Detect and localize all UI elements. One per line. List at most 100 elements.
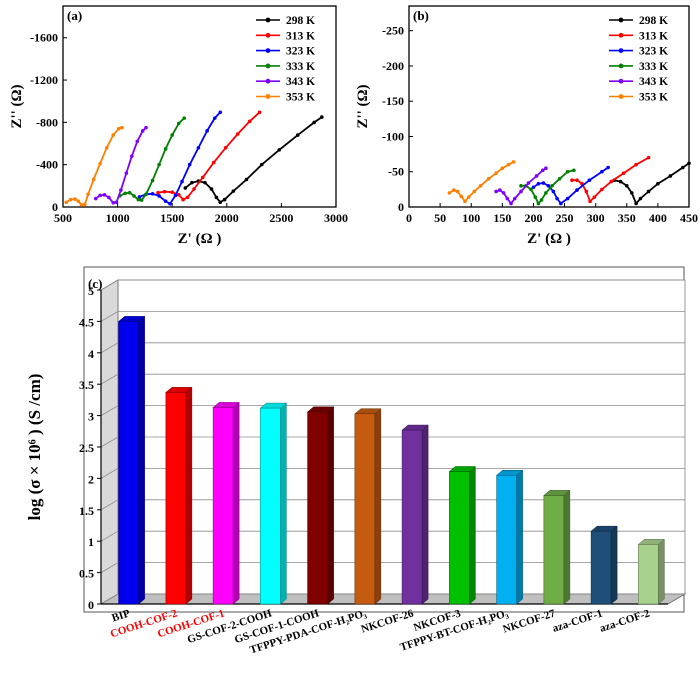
data-point xyxy=(540,168,545,173)
x-tick-label: 2500 xyxy=(269,211,293,225)
data-point xyxy=(575,178,579,182)
x-tick-label: 400 xyxy=(649,211,667,225)
data-point xyxy=(592,195,597,199)
data-point xyxy=(222,197,227,202)
x-tick-label: 350 xyxy=(618,211,636,225)
bar-front-face xyxy=(638,544,659,605)
x-tick-label: 500 xyxy=(54,211,72,225)
gridline xyxy=(100,499,685,511)
data-point xyxy=(606,165,610,170)
data-point xyxy=(505,196,510,201)
x-tick-label: 50 xyxy=(434,211,446,225)
bar-side-face xyxy=(421,424,429,605)
data-point xyxy=(181,197,185,202)
legend-label: 313 K xyxy=(286,30,315,42)
data-point xyxy=(196,145,201,150)
data-point xyxy=(180,179,184,184)
data-point xyxy=(218,110,223,115)
bar-top-face xyxy=(212,402,240,408)
x-tick-label: 3000 xyxy=(324,211,348,225)
legend-swatch-marker xyxy=(265,78,271,84)
bar-side-face xyxy=(327,406,334,605)
data-point xyxy=(86,192,90,197)
legend-swatch-marker xyxy=(618,32,624,38)
data-point xyxy=(544,191,548,195)
y-tick-label: 0.5 xyxy=(79,567,94,581)
bar-side-face xyxy=(610,525,618,605)
data-point xyxy=(123,191,128,196)
y-tick-label: 5 xyxy=(88,284,94,298)
legend-label: 343 K xyxy=(639,76,668,88)
bar-6 xyxy=(401,424,429,605)
data-point xyxy=(182,116,187,120)
x-tick-label: 2000 xyxy=(215,211,239,225)
data-point xyxy=(452,188,456,192)
x-tick-label: 100 xyxy=(462,211,480,225)
gridline xyxy=(100,467,685,479)
panel-b-impedance-plot: 0 50 100 150 200 250 300 350 400 450 0 -50 -100 -150 -… xyxy=(355,5,698,247)
bar-front-face xyxy=(212,407,234,605)
data-point xyxy=(555,196,559,201)
data-point xyxy=(519,189,523,194)
series-line xyxy=(532,166,609,205)
data-point xyxy=(512,196,517,201)
y-tick-label: -400 xyxy=(36,158,58,172)
y-tick-label: -200 xyxy=(382,59,404,73)
bar-front-face xyxy=(590,530,612,605)
bar-top-face xyxy=(117,316,146,322)
y-tick-label: 4 xyxy=(88,347,94,361)
legend-swatch-marker xyxy=(618,94,624,99)
data-point xyxy=(588,199,592,204)
data-point xyxy=(136,197,141,202)
data-point xyxy=(638,196,643,201)
data-point xyxy=(114,200,119,205)
data-point xyxy=(494,171,498,175)
bar-front-face xyxy=(165,392,187,605)
data-point xyxy=(168,202,172,206)
gridline xyxy=(100,530,685,542)
data-point xyxy=(135,139,140,144)
data-point xyxy=(212,116,217,120)
bar-top-face xyxy=(448,466,477,472)
legend-label: 353 K xyxy=(639,92,668,104)
x-tick-label: 450 xyxy=(680,211,698,225)
data-point xyxy=(200,175,205,180)
data-point xyxy=(472,189,477,194)
data-point xyxy=(79,203,84,207)
data-point xyxy=(570,178,574,182)
bar-9 xyxy=(543,489,571,605)
data-point xyxy=(526,181,531,185)
data-point xyxy=(529,187,533,192)
data-point xyxy=(575,188,579,192)
panel-a-impedance-plot: 500 1000 1500 2000 2500 3000 0 -400 -800 -1200 -16… xyxy=(9,5,348,247)
data-point xyxy=(539,198,544,202)
data-point xyxy=(176,193,181,197)
category-label: BIP xyxy=(110,607,131,624)
data-point xyxy=(557,176,562,181)
bar-4 xyxy=(306,406,335,605)
data-point xyxy=(157,194,161,198)
series-323-k xyxy=(531,165,610,206)
data-point xyxy=(176,121,181,126)
legend-swatch-marker xyxy=(265,17,271,23)
data-point xyxy=(536,181,541,186)
data-point xyxy=(550,184,554,188)
data-point xyxy=(104,145,109,150)
legend-label: 323 K xyxy=(639,46,668,58)
data-point xyxy=(463,199,467,204)
y-tick-label: 3 xyxy=(88,410,94,424)
data-point xyxy=(150,191,155,196)
panel-label: (b) xyxy=(413,8,429,23)
y-tick-label: -50 xyxy=(388,165,404,179)
data-point xyxy=(170,133,174,137)
data-point xyxy=(646,155,651,160)
data-point xyxy=(119,188,123,192)
x-tick-label: 200 xyxy=(524,211,542,225)
legend-label: 298 K xyxy=(286,15,315,27)
series-298-k xyxy=(612,161,691,206)
data-point xyxy=(646,189,651,194)
y-tick-label: -250 xyxy=(382,24,404,38)
data-point xyxy=(572,168,576,173)
x-tick-label: 1000 xyxy=(106,211,130,225)
x-axis-label: Z' (Ω ) xyxy=(527,231,571,247)
